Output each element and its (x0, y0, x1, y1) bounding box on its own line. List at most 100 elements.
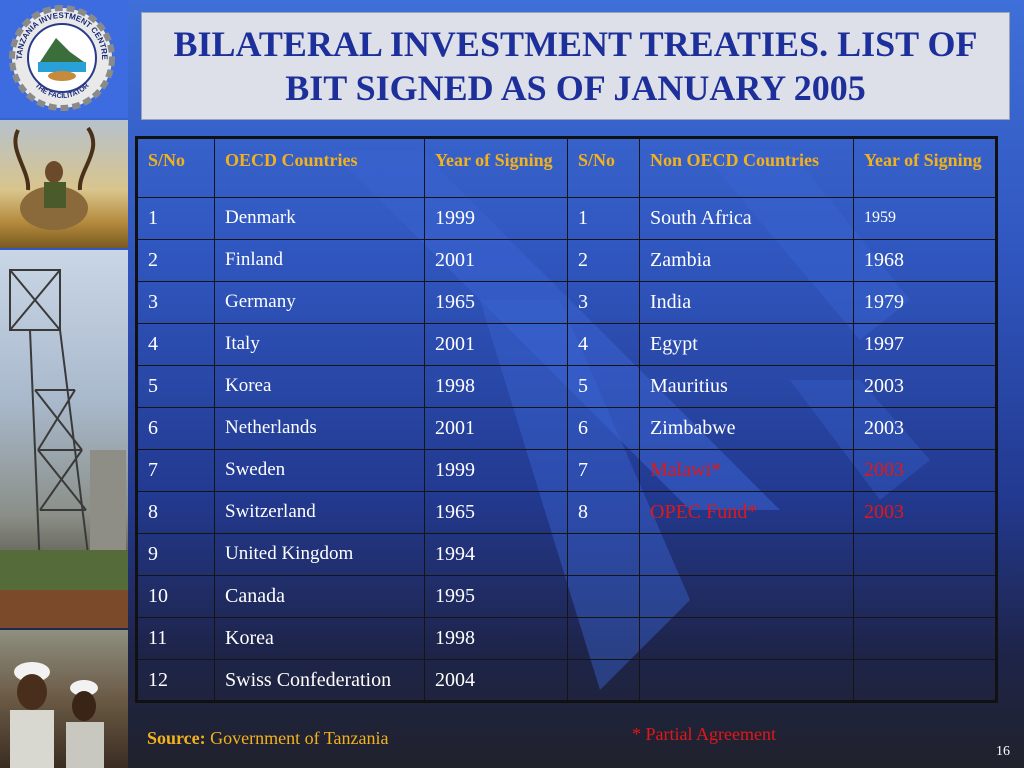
cell-year (853, 575, 997, 618)
cell-sno: 8 (136, 491, 215, 534)
cell-sno: 12 (136, 659, 215, 702)
cell-year: 2001 (424, 407, 568, 450)
header-oecd-countries: OECD Countries (214, 137, 425, 198)
cell-non-oecd-country: Egypt (639, 323, 854, 366)
table-row: 6 Netherlands 2001 6 Zimbabwe 2003 (136, 407, 997, 450)
cell-oecd-country: Sweden (214, 449, 425, 492)
cell-oecd-country: Finland (214, 239, 425, 282)
cell-oecd-country: Korea (214, 365, 425, 408)
cell-sno: 4 (136, 323, 215, 366)
cell-sno: 11 (136, 617, 215, 660)
tic-logo: TANZANIA INVESTMENT CENTRE THE FACILITAT… (0, 0, 128, 118)
header-non-oecd-countries: Non OECD Countries (639, 137, 854, 198)
table-header-row: S/No OECD Countries Year of Signing S/No… (136, 137, 997, 198)
mine-workers-photo (0, 630, 128, 768)
table-row: 11 Korea 1998 (136, 617, 997, 660)
cell-sno: 7 (136, 449, 215, 492)
partial-agreement-note: * Partial Agreement (632, 724, 776, 744)
source-text: Government of Tanzania (210, 728, 389, 748)
table-row: 12 Swiss Confederation 2004 (136, 659, 997, 702)
cell-non-oecd-country (639, 533, 854, 576)
cell-year-partial: 2003 (853, 491, 997, 534)
cell-year: 1998 (424, 365, 568, 408)
cell-sno (567, 575, 640, 618)
cell-year (853, 659, 997, 702)
cell-non-oecd-country-partial: Malawi* (639, 449, 854, 492)
bit-table: S/No OECD Countries Year of Signing S/No… (135, 136, 998, 703)
cell-year: 1959 (853, 197, 997, 240)
cell-non-oecd-country: India (639, 281, 854, 324)
cell-oecd-country: Italy (214, 323, 425, 366)
cell-sno (567, 533, 640, 576)
cell-oecd-country: Germany (214, 281, 425, 324)
table-row: 3 Germany 1965 3 India 1979 (136, 281, 997, 324)
cell-year: 1965 (424, 491, 568, 534)
cell-sno: 3 (567, 281, 640, 324)
cell-sno: 5 (136, 365, 215, 408)
cell-year: 2003 (853, 407, 997, 450)
cell-sno: 6 (136, 407, 215, 450)
cell-non-oecd-country: South Africa (639, 197, 854, 240)
cell-non-oecd-country-partial: OPEC Fund* (639, 491, 854, 534)
table-row: 7 Sweden 1999 7 Malawi* 2003 (136, 449, 997, 492)
cell-sno: 2 (567, 239, 640, 282)
title-box: BILATERAL INVESTMENT TREATIES. LIST OF B… (141, 12, 1010, 120)
cell-sno: 3 (136, 281, 215, 324)
cell-oecd-country: Korea (214, 617, 425, 660)
cell-year (853, 533, 997, 576)
table-row: 1 Denmark 1999 1 South Africa 1959 (136, 197, 997, 240)
cell-sno: 9 (136, 533, 215, 576)
header-year-oecd: Year of Signing (424, 137, 568, 198)
table-row: 2 Finland 2001 2 Zambia 1968 (136, 239, 997, 282)
cell-non-oecd-country (639, 617, 854, 660)
cell-year: 1999 (424, 449, 568, 492)
header-year-non-oecd: Year of Signing (853, 137, 997, 198)
cell-oecd-country: Denmark (214, 197, 425, 240)
cell-year: 2004 (424, 659, 568, 702)
source-label: Source: (147, 728, 206, 748)
cell-oecd-country: Swiss Confederation (214, 659, 425, 702)
cell-oecd-country: United Kingdom (214, 533, 425, 576)
table-row: 8 Switzerland 1965 8 OPEC Fund* 2003 (136, 491, 997, 534)
table-row: 5 Korea 1998 5 Mauritius 2003 (136, 365, 997, 408)
cell-year: 1979 (853, 281, 997, 324)
cell-sno: 2 (136, 239, 215, 282)
cell-sno: 7 (567, 449, 640, 492)
cell-oecd-country: Canada (214, 575, 425, 618)
cell-year: 1999 (424, 197, 568, 240)
header-sno-oecd: S/No (136, 137, 215, 198)
cell-sno: 1 (136, 197, 215, 240)
cell-year: 2003 (853, 365, 997, 408)
cell-year: 2001 (424, 323, 568, 366)
cell-year: 1997 (853, 323, 997, 366)
cell-year: 1965 (424, 281, 568, 324)
cell-oecd-country: Netherlands (214, 407, 425, 450)
slide-title: BILATERAL INVESTMENT TREATIES. LIST OF B… (173, 24, 978, 108)
cell-non-oecd-country (639, 659, 854, 702)
cell-year: 1968 (853, 239, 997, 282)
cell-sno (567, 659, 640, 702)
cell-sno: 8 (567, 491, 640, 534)
table-row: 4 Italy 2001 4 Egypt 1997 (136, 323, 997, 366)
left-image-column: TANZANIA INVESTMENT CENTRE THE FACILITAT… (0, 0, 128, 768)
cell-sno: 5 (567, 365, 640, 408)
cell-sno: 10 (136, 575, 215, 618)
cell-year: 2001 (424, 239, 568, 282)
header-sno-non-oecd: S/No (567, 137, 640, 198)
cell-year: 1998 (424, 617, 568, 660)
cell-non-oecd-country: Zambia (639, 239, 854, 282)
cell-year (853, 617, 997, 660)
mining-headframe-photo (0, 250, 128, 628)
cell-year-partial: 2003 (853, 449, 997, 492)
cell-sno: 4 (567, 323, 640, 366)
cell-year: 1994 (424, 533, 568, 576)
cell-sno: 6 (567, 407, 640, 450)
cell-year: 1995 (424, 575, 568, 618)
cell-sno (567, 617, 640, 660)
cell-sno: 1 (567, 197, 640, 240)
table-row: 9 United Kingdom 1994 (136, 533, 997, 576)
table-row: 10 Canada 1995 (136, 575, 997, 618)
slide-number: 16 (996, 744, 1010, 759)
cell-non-oecd-country: Mauritius (639, 365, 854, 408)
cell-oecd-country: Switzerland (214, 491, 425, 534)
